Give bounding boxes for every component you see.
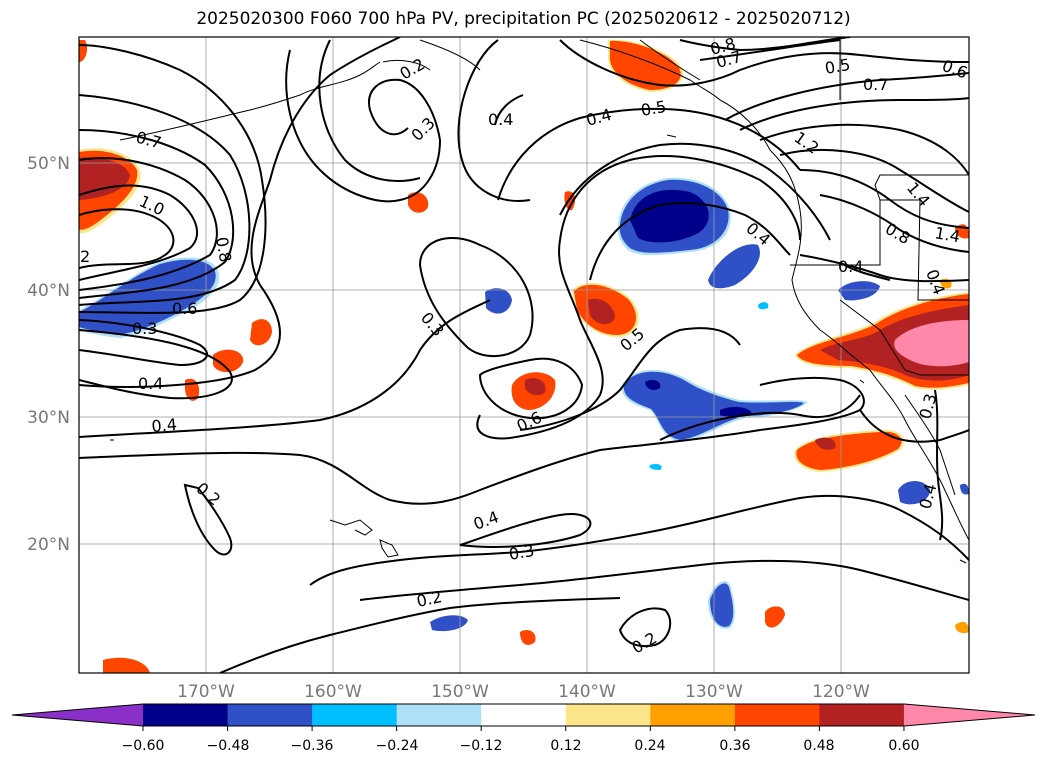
colorbar-extend-min (12, 704, 143, 726)
contour-label: 1.4 (933, 223, 961, 246)
colorbar-segment (396, 704, 482, 726)
colorbar-tick-label: 0.12 (550, 738, 581, 754)
precip-positive-region (588, 298, 615, 325)
precip-positive-region (520, 630, 536, 645)
colorbar-tick-label: −0.60 (122, 738, 165, 754)
colorbar-tick-label: −0.48 (207, 738, 250, 754)
lat-tick-label: 20°N (27, 535, 70, 555)
precip-negative-region (758, 302, 769, 310)
contour-label: 0.7 (863, 75, 888, 94)
lon-tick-label: 170°W (177, 682, 235, 702)
lat-tick-label: 30°N (27, 408, 70, 428)
lat-tick-label: 40°N (27, 281, 70, 301)
precip-positive-region (250, 319, 272, 346)
colorbar-labels: −0.60 −0.48 −0.36 −0.24 −0.12 0.12 0.24 … (122, 738, 920, 754)
precip-negative-region (645, 380, 661, 390)
precip-positive-region (79, 157, 130, 200)
precip-negative-region (485, 288, 512, 314)
lon-tick-label: 120°W (812, 682, 870, 702)
precip-negative-region (649, 463, 662, 470)
precip-positive-region (408, 192, 429, 213)
map-area: 0.2 0.3 0.4 0.4 0.5 0.8 0.7 0.5 0.7 0.6 … (79, 34, 969, 673)
contour-label: 0.2 (415, 587, 444, 611)
precip-negative-region (898, 481, 930, 505)
contour-label: 0.3 (132, 319, 157, 338)
lon-tick-label: 160°W (304, 682, 362, 702)
colorbar-tick-label: −0.36 (291, 738, 334, 754)
colorbar-tick-label: 0.48 (803, 738, 834, 754)
contour-label: 2 (80, 247, 90, 266)
longitude-labels: 170°W 160°W 150°W 140°W 130°W 120°W (177, 682, 870, 702)
map-title: 2025020300 F060 700 hPa PV, precipitatio… (196, 9, 851, 29)
lon-tick-label: 130°W (685, 682, 743, 702)
colorbar (11, 703, 1036, 731)
contour-label: 0.8 (708, 34, 738, 59)
colorbar-segment (650, 704, 736, 726)
colorbar-tick-label: 0.36 (719, 738, 750, 754)
contour-label: 0.4 (151, 415, 178, 436)
colorbar-segment (312, 704, 398, 726)
map-frame (78, 36, 970, 674)
contour-label: 0.5 (639, 97, 667, 120)
contour-label: 0.6 (172, 299, 197, 318)
precip-positive-region (213, 349, 244, 373)
colorbar-segment (143, 704, 229, 726)
colorbar-tick-label: −0.24 (376, 738, 419, 754)
precip-negative-region (430, 615, 468, 632)
precip-negative-region (960, 483, 969, 495)
colorbar-segment (481, 704, 567, 726)
precip-positive-region (525, 378, 546, 396)
precip-negative-region (710, 583, 734, 627)
contour-label: 0.8 (212, 235, 235, 263)
lat-tick-label: 50°N (27, 154, 70, 174)
precip-positive-region (894, 320, 969, 367)
colorbar-tick-label: 0.60 (888, 738, 919, 754)
colorbar-segment (227, 704, 313, 726)
latitude-labels: 20°N 30°N 40°N 50°N (27, 154, 70, 555)
precipitation-shading (79, 39, 969, 673)
lon-tick-label: 140°W (558, 682, 616, 702)
contour-label: 0.4 (838, 257, 863, 276)
colorbar-tick-label: 0.24 (634, 738, 665, 754)
colorbar-extend-max (903, 704, 1035, 726)
precip-positive-region (955, 621, 969, 634)
precip-negative-region (838, 281, 880, 301)
precip-positive-region (815, 437, 836, 450)
contour-label: 0.4 (488, 110, 513, 129)
colorbar-segment (734, 704, 820, 726)
pv-contours (79, 37, 969, 673)
precip-positive-region (765, 606, 785, 628)
colorbar-segment (565, 704, 651, 726)
lon-tick-label: 150°W (431, 682, 489, 702)
contour-label: 0.4 (138, 374, 163, 393)
contour-label: 0.5 (823, 55, 851, 78)
precip-negative-region (708, 244, 760, 289)
contour-label: 0.3 (507, 541, 535, 564)
precip-positive-region (103, 657, 150, 673)
precip-negative-region (79, 259, 216, 335)
colorbar-tick-label: −0.12 (460, 738, 503, 754)
colorbar-segment (819, 704, 905, 726)
